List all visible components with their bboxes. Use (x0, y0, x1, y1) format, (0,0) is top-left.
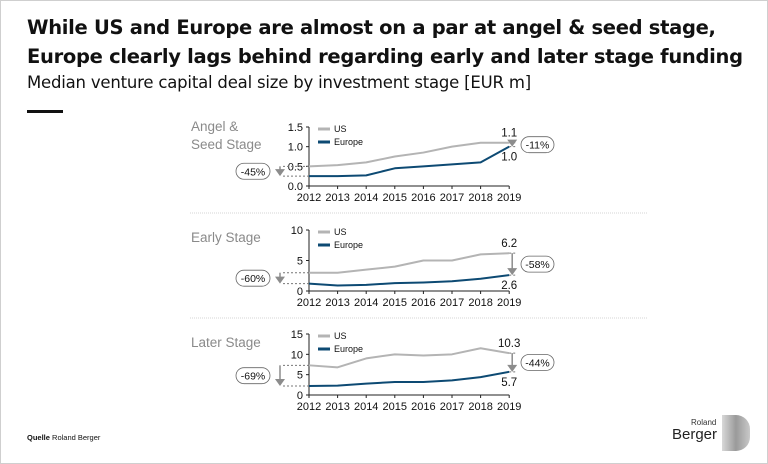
chart-1-series-europe-line (309, 145, 510, 178)
chart-1-x-tick-label: 2016 (411, 192, 435, 204)
logo-b-mark-icon (722, 415, 750, 451)
chart-3-legend-europe-label: Europe (334, 344, 363, 354)
chart-3-end-arrow-head-icon (507, 364, 518, 372)
chart-1-end-arrow-head-icon (507, 139, 518, 147)
chart-2-end-gap-label: -58% (525, 259, 550, 271)
source-note: Quelle Roland Berger (27, 433, 100, 442)
chart-1-x-tick-label: 2018 (468, 192, 492, 204)
chart-1-series-us-line (308, 141, 510, 168)
chart-3-x-tick-label: 2012 (297, 401, 321, 413)
chart-3-y-tick-label: 5 (297, 370, 303, 382)
chart-3-end-gap-label: -44% (525, 357, 550, 369)
chart-2-start-gap-label: -60% (241, 273, 266, 285)
chart-3-y-tick-label: 10 (291, 349, 303, 361)
chart-1-y-tick-label: 1.0 (288, 142, 303, 154)
chart-3-start-gap-badge (235, 367, 271, 385)
chart-1-end-value-europe: 1.0 (501, 152, 517, 164)
chart-2-y-tick-label: 10 (291, 225, 303, 237)
chart-3-end-value-us: 10.3 (498, 338, 520, 350)
chart-1-y-tick-label: 0.5 (288, 161, 303, 173)
chart-1-start-gap-badge (235, 162, 271, 180)
chart-2-x-tick-label: 2012 (297, 297, 321, 309)
chart-2-end-value-europe: 2.6 (501, 280, 517, 292)
logo-small-text: Roland (691, 418, 717, 427)
chart-1-start-arrow-head-icon (275, 169, 285, 177)
chart-2-start-gap-badge (235, 269, 271, 287)
chart-3-x-tick-label: 2016 (411, 401, 435, 413)
chart-3-start-gap-label: -69% (241, 371, 266, 383)
chart-2-stage-label: Early Stage (191, 230, 261, 245)
chart-3-series-europe-line (308, 370, 510, 388)
chart-1-x-tick-label: 2015 (383, 192, 407, 204)
chart-3-end-gap-badge (520, 354, 555, 371)
chart-2-x-tick-label: 2017 (440, 297, 464, 309)
chart-2-y-tick-label: 5 (297, 256, 303, 268)
chart-2-x-tick-label: 2018 (468, 297, 492, 309)
chart-3-end-value-europe: 5.7 (501, 377, 517, 389)
chart-2-legend-us-label: US (334, 227, 347, 237)
chart-3-x-tick-label: 2015 (383, 401, 407, 413)
chart-2-x-tick-label: 2016 (411, 297, 435, 309)
chart-2-x-tick-label: 2019 (497, 297, 521, 309)
chart-3-legend-us-label: US (334, 331, 347, 341)
chart-2-end-gap-badge (520, 255, 555, 273)
chart-1-x-tick-label: 2019 (497, 192, 521, 204)
chart-2-x-tick-label: 2015 (383, 297, 407, 309)
source-value: Roland Berger (52, 433, 101, 442)
chart-2-y-tick-label: 0 (297, 286, 303, 298)
chart-3-y-tick-label: 15 (291, 329, 303, 341)
chart-2-series-us-line (309, 252, 510, 274)
chart-2-end-value-us: 6.2 (501, 238, 517, 250)
source-label: Quelle (27, 433, 50, 442)
title-rule (27, 110, 63, 113)
chart-1-end-value-us: 1.1 (501, 128, 517, 140)
chart-3-y-tick-label: 0 (297, 390, 303, 402)
chart-3-x-tick-label: 2013 (325, 401, 349, 413)
chart-1-x-tick-label: 2013 (325, 192, 349, 204)
chart-1-y-tick-label: 0.0 (288, 181, 303, 193)
chart-1-stage-label: Angel & (191, 119, 238, 134)
chart-1-stage-label: Seed Stage (191, 137, 262, 152)
chart-1-x-tick-label: 2012 (297, 192, 321, 204)
chart-1-end-gap-badge (520, 136, 555, 154)
chart-2-legend-europe-label: Europe (334, 240, 363, 250)
title-line-2: Europe clearly lags behind regarding ear… (27, 45, 743, 68)
chart-2-end-arrow-head-icon (507, 268, 518, 276)
title-line-1: While US and Europe are almost on a par … (27, 16, 716, 39)
chart-3-x-tick-label: 2019 (497, 401, 521, 413)
chart-3-x-tick-label: 2014 (354, 401, 378, 413)
chart-2-start-arrow-head-icon (275, 276, 285, 284)
chart-2-x-tick-label: 2014 (354, 297, 378, 309)
chart-1-legend-us-label: US (334, 124, 347, 134)
chart-1-start-gap-label: -45% (241, 166, 266, 178)
chart-1-legend-europe-label: Europe (334, 137, 363, 147)
chart-1-y-tick-label: 1.5 (288, 122, 303, 134)
chart-3-x-tick-label: 2017 (440, 401, 464, 413)
chart-3-start-arrow-head-icon (275, 379, 285, 387)
chart-1-x-tick-label: 2014 (354, 192, 378, 204)
chart-3-series-us-line (308, 347, 510, 369)
chart-1-x-tick-label: 2017 (440, 192, 464, 204)
chart-1-end-gap-label: -11% (526, 140, 550, 152)
chart-3-stage-label: Later Stage (191, 335, 261, 350)
chart-2-series-europe-line (308, 274, 510, 287)
chart-2-x-tick-label: 2013 (325, 297, 349, 309)
chart-3-x-tick-label: 2018 (468, 401, 492, 413)
slide-subtitle: Median venture capital deal size by inve… (27, 73, 531, 92)
slide-title: While US and Europe are almost on a par … (27, 13, 743, 71)
logo-big-text: Berger (672, 426, 718, 443)
roland-berger-logo: Roland Berger (672, 414, 752, 454)
